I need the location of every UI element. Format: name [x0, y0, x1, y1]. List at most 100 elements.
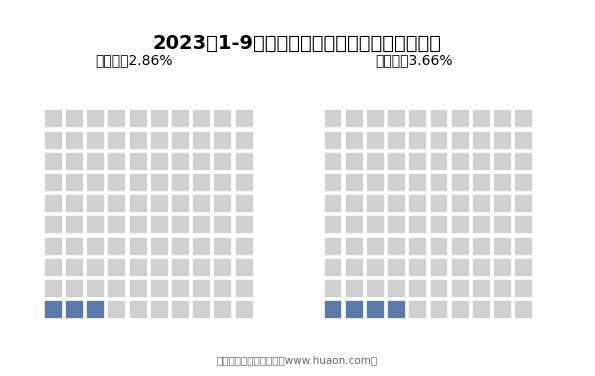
Bar [44, 279, 63, 298]
Bar [408, 109, 427, 129]
Bar [430, 152, 449, 171]
Bar [150, 300, 169, 319]
Bar [234, 215, 253, 234]
Bar [493, 237, 512, 256]
Bar [408, 258, 427, 277]
Bar [345, 300, 364, 319]
Bar [493, 109, 512, 129]
Bar [108, 109, 126, 129]
Bar [192, 237, 211, 256]
Bar [514, 258, 533, 277]
Bar [345, 279, 364, 298]
Bar [472, 279, 491, 298]
Bar [345, 215, 364, 234]
Bar [430, 237, 449, 256]
Bar [472, 215, 491, 234]
Bar [493, 215, 512, 234]
Bar [108, 131, 126, 150]
Bar [514, 194, 533, 213]
Bar [150, 258, 169, 277]
Bar [493, 152, 512, 171]
Bar [214, 152, 233, 171]
Bar [65, 152, 84, 171]
Bar [324, 173, 343, 192]
Text: 体育彩票3.66%: 体育彩票3.66% [375, 54, 452, 68]
Bar [387, 215, 406, 234]
Bar [108, 258, 126, 277]
Bar [472, 109, 491, 129]
Bar [171, 300, 190, 319]
Bar [108, 279, 126, 298]
Bar [129, 194, 148, 213]
Bar [451, 173, 469, 192]
Bar [451, 300, 469, 319]
Bar [324, 131, 343, 150]
Bar [430, 279, 449, 298]
Bar [472, 131, 491, 150]
Bar [514, 279, 533, 298]
Bar [65, 109, 84, 129]
Bar [366, 258, 385, 277]
Bar [44, 173, 63, 192]
Bar [86, 215, 105, 234]
Bar [192, 109, 211, 129]
Bar [514, 152, 533, 171]
Bar [387, 131, 406, 150]
Bar [192, 300, 211, 319]
Bar [214, 237, 233, 256]
Bar [345, 152, 364, 171]
Bar [514, 173, 533, 192]
Bar [192, 279, 211, 298]
Bar [345, 258, 364, 277]
Bar [150, 237, 169, 256]
Bar [493, 131, 512, 150]
Bar [65, 237, 84, 256]
Bar [129, 173, 148, 192]
Bar [451, 215, 469, 234]
Bar [451, 194, 469, 213]
Bar [345, 131, 364, 150]
Bar [171, 279, 190, 298]
Bar [234, 237, 253, 256]
Bar [192, 173, 211, 192]
Text: 2023年1-9月福建福彩及体彩销售额占全国比重: 2023年1-9月福建福彩及体彩销售额占全国比重 [153, 34, 442, 53]
Bar [345, 173, 364, 192]
Bar [214, 215, 233, 234]
Bar [234, 152, 253, 171]
Bar [366, 152, 385, 171]
Bar [387, 279, 406, 298]
Bar [324, 258, 343, 277]
Bar [65, 300, 84, 319]
Bar [387, 237, 406, 256]
Bar [44, 258, 63, 277]
Bar [65, 173, 84, 192]
Bar [408, 131, 427, 150]
Bar [324, 152, 343, 171]
Bar [171, 109, 190, 129]
Bar [171, 173, 190, 192]
Bar [129, 237, 148, 256]
Bar [108, 237, 126, 256]
Bar [150, 279, 169, 298]
Bar [171, 258, 190, 277]
Bar [345, 237, 364, 256]
Bar [324, 237, 343, 256]
Bar [192, 194, 211, 213]
Bar [214, 300, 233, 319]
Bar [387, 173, 406, 192]
Bar [86, 173, 105, 192]
Bar [171, 215, 190, 234]
Bar [171, 152, 190, 171]
Bar [387, 109, 406, 129]
Bar [493, 194, 512, 213]
Bar [65, 215, 84, 234]
Bar [192, 258, 211, 277]
Bar [150, 173, 169, 192]
Bar [366, 300, 385, 319]
Bar [430, 300, 449, 319]
Bar [129, 215, 148, 234]
Bar [324, 215, 343, 234]
Bar [65, 194, 84, 213]
Bar [86, 258, 105, 277]
Bar [493, 258, 512, 277]
